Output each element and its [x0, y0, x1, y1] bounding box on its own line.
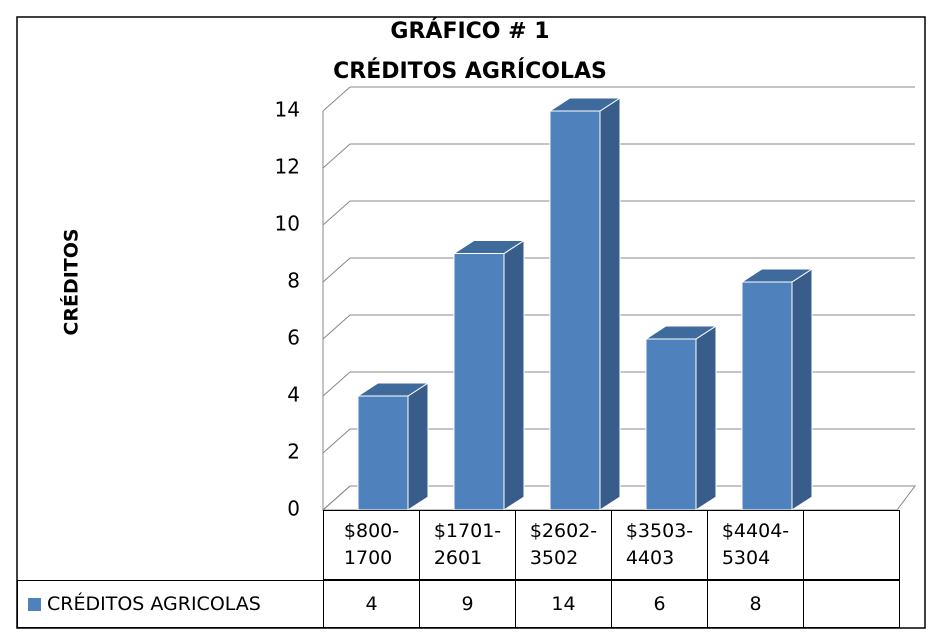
data-label: 4 [323, 580, 420, 628]
y-tick-label: 8 [287, 269, 300, 293]
grid-line [322, 428, 915, 454]
grid-line [322, 86, 915, 112]
y-tick-label: 12 [275, 155, 300, 179]
grid-line [322, 314, 915, 340]
bar-side [791, 268, 813, 511]
data-label: 9 [419, 580, 516, 628]
chart-border [16, 16, 926, 629]
table-cell [803, 580, 900, 628]
grid-line [322, 257, 915, 283]
grid-line [322, 143, 915, 169]
bar [453, 253, 505, 511]
y-tick-label: 6 [287, 326, 300, 350]
legend-label: CRÉDITOS AGRICOLAS [47, 592, 261, 615]
grid-line [322, 200, 915, 226]
y-axis-label: CRÉDITOS [60, 228, 83, 335]
x-tick-label: $4404- 5304 [707, 510, 804, 580]
x-tick-label: $1701- 2601 [419, 510, 516, 580]
data-label: 8 [707, 580, 804, 628]
y-tick-label: 4 [287, 383, 300, 407]
x-tick-label: $3503- 4403 [611, 510, 708, 580]
data-label: 6 [611, 580, 708, 628]
y-tick-label: 0 [287, 497, 300, 521]
grid-line [322, 485, 915, 511]
legend-entry: CRÉDITOS AGRICOLAS [17, 580, 324, 628]
legend-swatch [28, 597, 41, 611]
bar [357, 395, 409, 511]
bar-side [407, 382, 429, 511]
data-label: 14 [515, 580, 612, 628]
bar [741, 281, 793, 511]
y-tick-label: 2 [287, 440, 300, 464]
bar-side [695, 325, 717, 511]
y-tick-label: 14 [275, 98, 300, 122]
table-cell [803, 510, 900, 580]
x-tick-label: $800- 1700 [323, 510, 420, 580]
bar-side [599, 97, 621, 511]
bar [549, 110, 601, 511]
grid-line [322, 371, 915, 397]
chart-subtitle: CRÉDITOS AGRÍCOLAS [333, 58, 607, 84]
bar-side [503, 239, 525, 511]
y-tick-label: 10 [275, 212, 300, 236]
bar [645, 338, 697, 511]
chart-title: GRÁFICO # 1 [390, 18, 549, 44]
x-tick-label: $2602- 3502 [515, 510, 612, 580]
